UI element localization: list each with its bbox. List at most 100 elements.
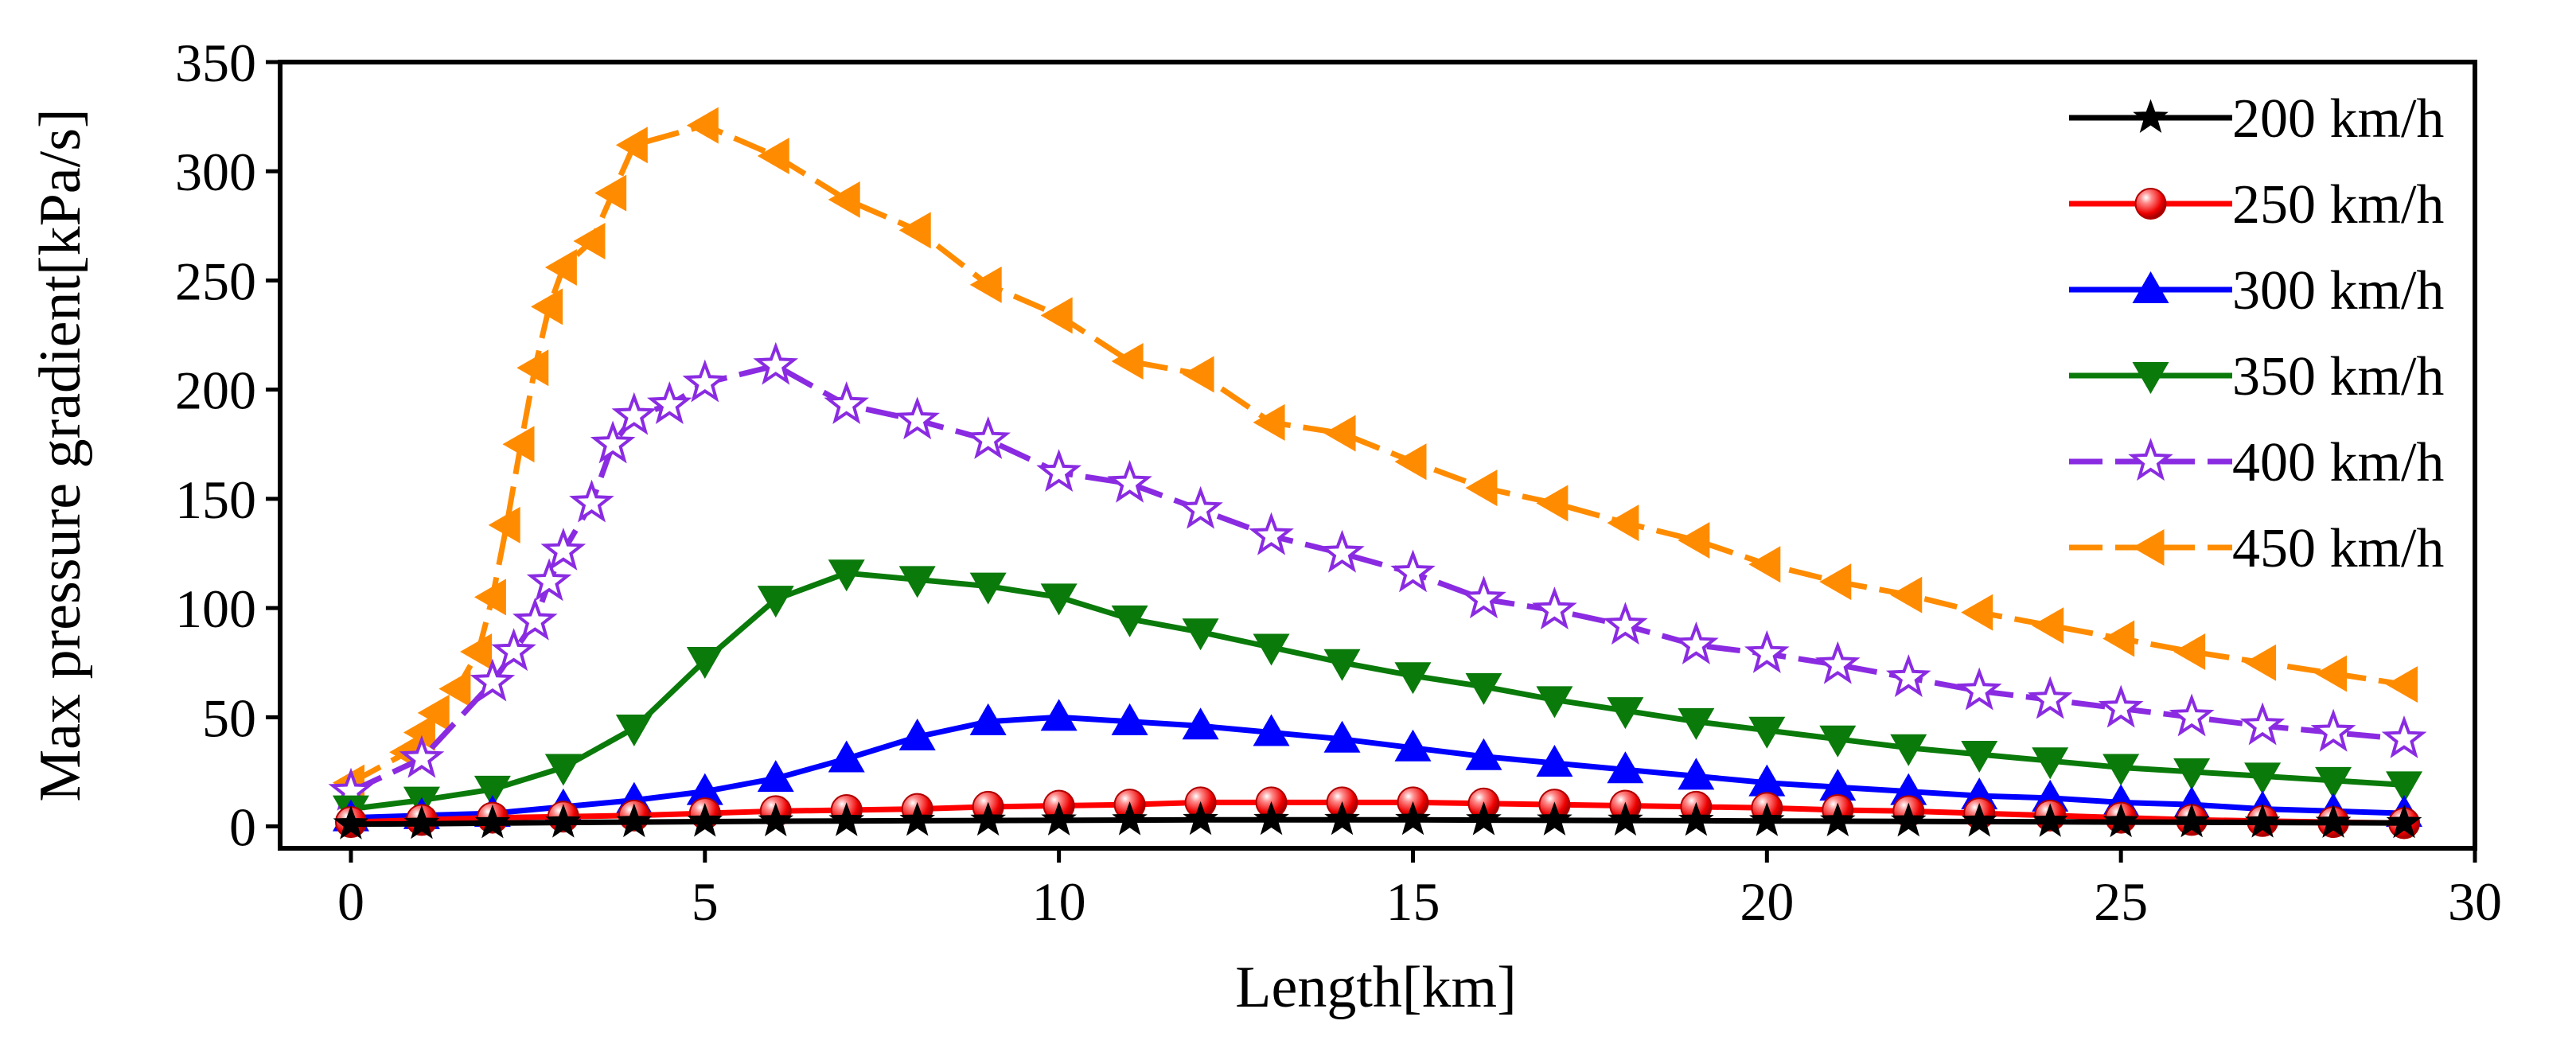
data-point — [590, 420, 636, 464]
data-point — [1536, 744, 1573, 777]
data-point — [1815, 641, 1861, 684]
data-point — [569, 479, 614, 523]
data-point — [1744, 629, 1790, 673]
data-point — [2102, 620, 2135, 657]
data-point — [2102, 803, 2139, 838]
data-point — [758, 802, 794, 837]
data-point — [2032, 747, 2069, 780]
data-point — [1112, 801, 1148, 836]
data-point — [1394, 662, 1432, 695]
data-point — [531, 288, 563, 325]
data-point — [2032, 607, 2064, 645]
data-point — [1111, 342, 1144, 380]
data-point — [516, 349, 549, 387]
data-point — [403, 805, 440, 840]
data-point — [1249, 512, 1294, 555]
data-point — [399, 734, 445, 778]
data-point — [1390, 549, 1436, 593]
data-point — [2244, 644, 2277, 681]
data-point — [757, 760, 794, 793]
data-point — [2102, 754, 2140, 786]
data-point — [1956, 667, 2002, 711]
legend-label: 350 km/h — [2232, 346, 2444, 407]
data-point — [1323, 415, 1356, 452]
data-point — [969, 266, 1002, 303]
data-point — [1678, 707, 1715, 740]
x-tick-label: 0 — [337, 871, 364, 932]
series-350-km-h — [332, 559, 2423, 828]
data-point — [965, 416, 1011, 459]
data-point — [686, 773, 723, 805]
data-point — [460, 633, 493, 670]
series-450-km-h — [332, 107, 2418, 801]
data-point — [1607, 751, 1644, 784]
data-point — [540, 528, 587, 571]
series-250-km-h — [334, 786, 2421, 840]
data-point — [1036, 449, 1082, 493]
data-point — [333, 805, 369, 840]
data-point — [1183, 801, 1218, 836]
data-point — [1890, 734, 1927, 766]
data-point — [1890, 773, 1927, 805]
data-point — [1182, 618, 1219, 651]
data-point — [1465, 469, 1498, 507]
data-point — [2173, 803, 2210, 838]
data-point — [2315, 804, 2352, 838]
data-point — [1819, 769, 1857, 801]
data-point — [970, 801, 1007, 836]
data-point — [1961, 740, 1998, 773]
legend-entry: 400 km/h — [2069, 432, 2444, 493]
data-point — [2381, 715, 2427, 758]
data-point — [470, 658, 516, 702]
series-line — [349, 123, 2405, 785]
data-point — [474, 804, 511, 839]
data-point — [1819, 725, 1857, 758]
data-point — [1395, 801, 1431, 836]
data-point — [1890, 576, 1923, 614]
data-point — [2244, 762, 2282, 795]
data-point — [544, 754, 582, 786]
data-point — [2315, 655, 2348, 692]
legend-label: 450 km/h — [2232, 518, 2444, 579]
data-point — [1536, 485, 1569, 522]
data-point — [682, 359, 728, 403]
legend-entry: 250 km/h — [2069, 174, 2444, 236]
data-point — [615, 715, 653, 747]
data-point — [1040, 699, 1078, 731]
data-point — [1253, 403, 1285, 441]
data-point — [1394, 443, 1427, 481]
data-point — [2173, 758, 2211, 790]
legend: 200 km/h 250 km/h 300 km/h 350 km/h 400 km/h… — [2069, 88, 2444, 579]
data-point — [1040, 583, 1078, 616]
data-point — [417, 694, 450, 731]
data-point — [2310, 708, 2356, 752]
data-point — [753, 341, 799, 385]
data-point — [1603, 602, 1648, 645]
data-point — [686, 107, 719, 144]
data-point — [1323, 649, 1361, 681]
x-tick-label: 10 — [1032, 871, 1086, 932]
data-point — [757, 138, 789, 175]
legend-label: 250 km/h — [2232, 174, 2444, 236]
series-line — [350, 816, 2405, 828]
series-200-km-h — [333, 801, 2422, 840]
data-point — [1608, 801, 1643, 836]
data-point — [2239, 702, 2286, 746]
legend-label: 300 km/h — [2232, 260, 2444, 321]
data-point — [1678, 758, 1715, 790]
data-point — [1253, 633, 1290, 666]
data-point — [526, 558, 572, 602]
series-line — [350, 570, 2405, 812]
data-point — [512, 597, 558, 641]
x-tick-label: 15 — [1385, 871, 1440, 932]
legend-entry: 350 km/h — [2069, 346, 2444, 407]
data-point — [1465, 738, 1502, 770]
data-point — [757, 586, 794, 618]
data-point — [1111, 703, 1148, 735]
data-point — [2173, 633, 2206, 670]
data-point — [969, 703, 1007, 735]
data-point — [1890, 802, 1927, 837]
data-point — [969, 572, 1007, 605]
data-point — [615, 127, 648, 164]
data-point — [611, 392, 657, 435]
